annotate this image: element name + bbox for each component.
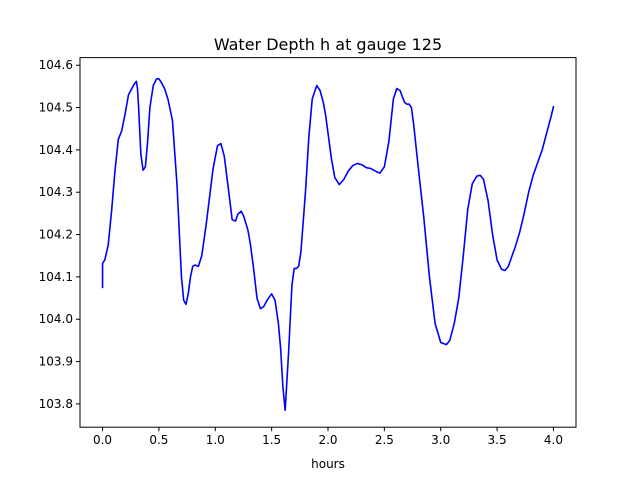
y-tick-label: 103.8 <box>39 397 73 411</box>
y-tick-label: 104.6 <box>39 58 73 72</box>
x-tick-label: 2.0 <box>318 433 337 447</box>
x-tick-label: 3.5 <box>488 433 507 447</box>
x-tick-label: 1.5 <box>262 433 281 447</box>
y-tick-label: 104.3 <box>39 185 73 199</box>
x-tick-label: 2.5 <box>375 433 394 447</box>
chart-title: Water Depth h at gauge 125 <box>214 35 442 54</box>
y-tick-label: 104.0 <box>39 312 73 326</box>
x-tick-label: 0.5 <box>149 433 168 447</box>
y-axis-ticks: 103.8 103.9 104.0 104.1 104.2 104.3 104.4 104.5… <box>39 58 80 411</box>
x-tick-label: 0.0 <box>93 433 112 447</box>
y-tick-label: 104.1 <box>39 270 73 284</box>
x-tick-label: 3.0 <box>431 433 450 447</box>
y-tick-label: 103.9 <box>39 355 73 369</box>
y-tick-label: 104.2 <box>39 228 73 242</box>
y-tick-label: 104.5 <box>39 101 73 115</box>
series-line-0 <box>101 77 555 412</box>
x-axis-ticks: 0.0 0.5 1.0 1.5 2.0 2.5 3.0 3.5 4.0 <box>93 427 563 447</box>
x-tick-label: 1.0 <box>206 433 225 447</box>
x-tick-label: 4.0 <box>544 433 563 447</box>
y-tick-label: 104.4 <box>39 143 73 157</box>
x-axis-label: hours <box>311 457 345 471</box>
